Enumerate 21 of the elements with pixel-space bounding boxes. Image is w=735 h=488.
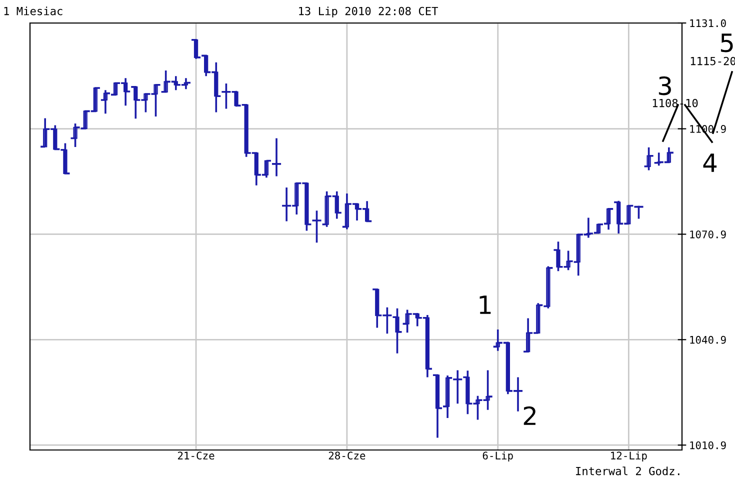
text: 4 <box>703 154 717 172</box>
annotation: 2 <box>524 406 536 425</box>
candlestick <box>311 210 322 244</box>
candlestick <box>643 146 654 172</box>
x-tick-label: 28-Cze <box>328 452 366 460</box>
text: 5 <box>720 34 733 52</box>
annotation: 1 <box>480 296 491 314</box>
candlestick <box>100 89 111 115</box>
y-tick-label: 1040.9 <box>690 336 726 344</box>
x-tick-label: 21-Cze <box>178 452 214 460</box>
chart-title: 1 Miesiac <box>4 6 62 16</box>
x-tick-label: 12-Lip <box>611 451 647 462</box>
chart-subtitle: 13 Lip 2010 22:08 CET <box>299 6 438 18</box>
annotation: 3 <box>658 76 671 96</box>
text: Interwal 2 Godz. <box>576 466 680 476</box>
candlestick <box>392 307 403 354</box>
y-tick-label: 1010.9 <box>690 441 726 450</box>
y-tick-label: 1131.0 <box>690 19 726 28</box>
candlestick <box>271 137 282 178</box>
y-tick-label: 1070.9 <box>690 230 726 238</box>
x-tick-label: 6-Lip <box>482 451 513 462</box>
